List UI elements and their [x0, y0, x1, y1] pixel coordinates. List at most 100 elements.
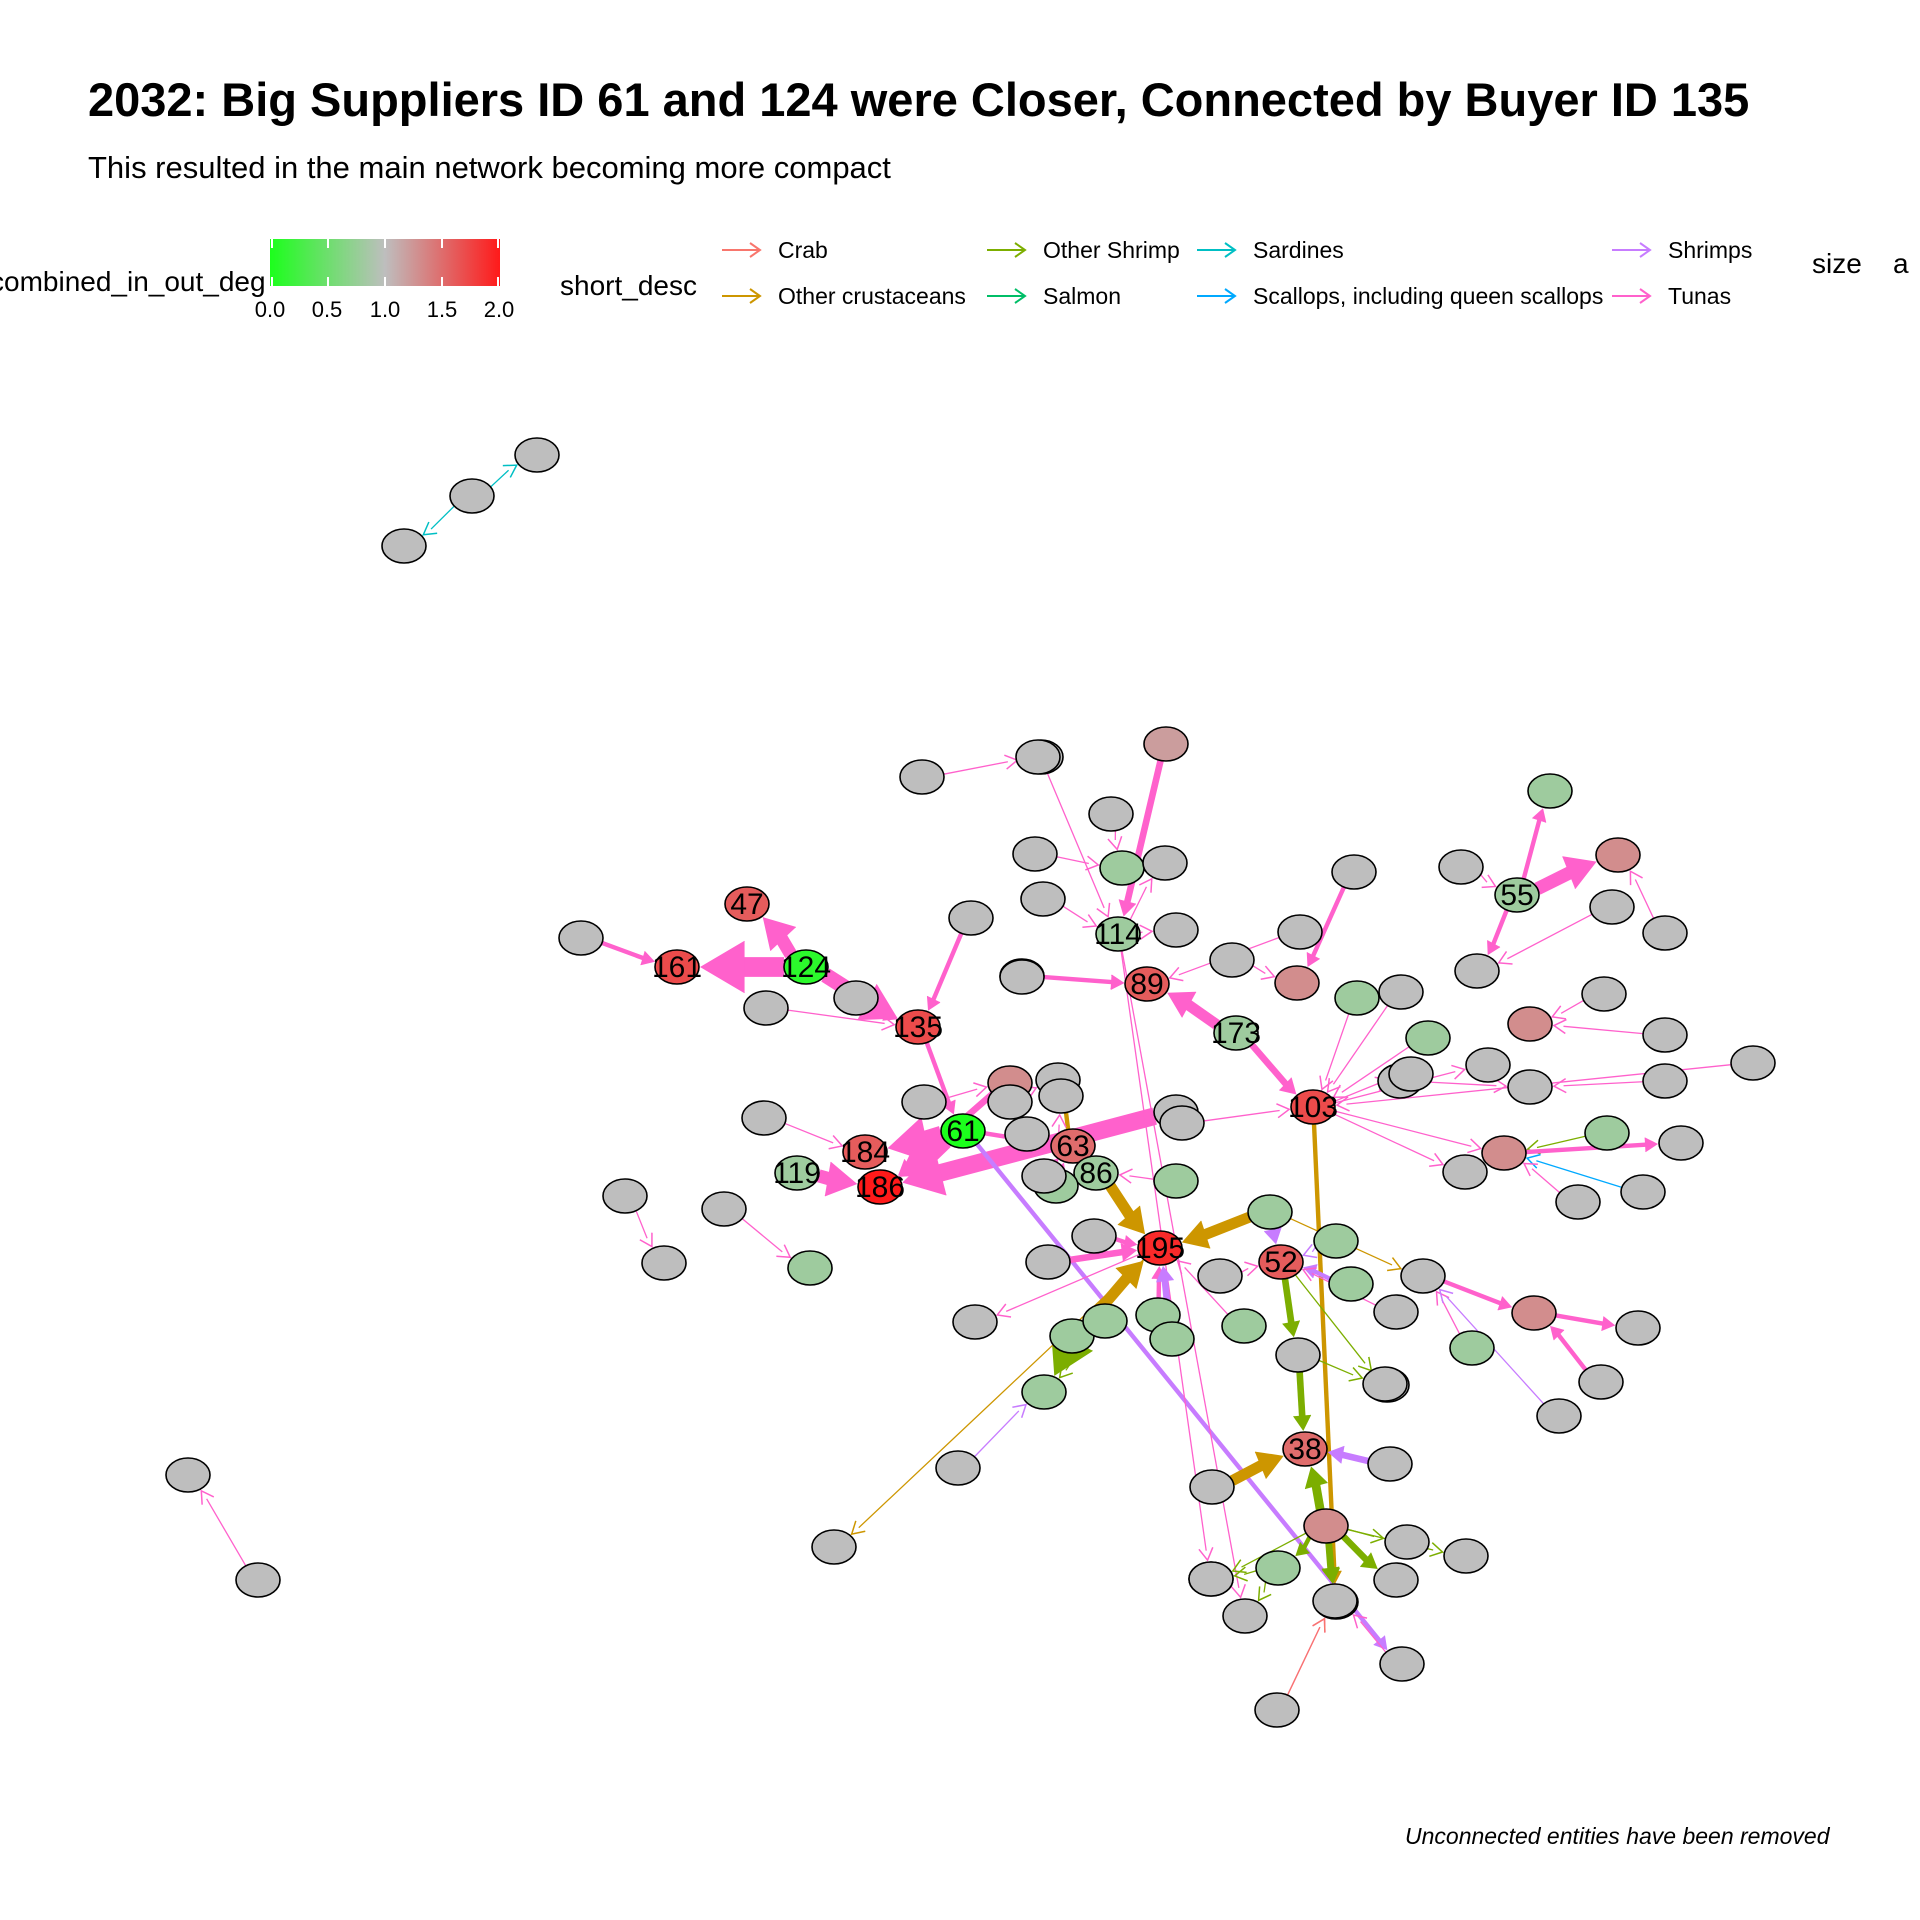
node-a26 [999, 959, 1045, 995]
node-label: 86 [1079, 1157, 1112, 1190]
color-gradient-bar [270, 239, 500, 286]
node-a39 [1581, 976, 1627, 1012]
node-a1 [558, 920, 604, 956]
edge-a41-a44 [1552, 1018, 1644, 1035]
node-a50 [1620, 1174, 1666, 1210]
node-label: 61 [946, 1115, 979, 1148]
node-a37 [1642, 915, 1688, 951]
edge-a83-a84 [1555, 1313, 1616, 1331]
node-a91 [1189, 1469, 1235, 1505]
edge-124-47 [762, 917, 797, 958]
node-161: 161 [652, 949, 702, 985]
edge-a28-a30 [1252, 965, 1276, 980]
node-a32 [1527, 773, 1573, 809]
node-u1 [381, 528, 427, 564]
edge-a92-a97 [1341, 1534, 1378, 1569]
edge-a36-a33 [1497, 913, 1593, 965]
node-a44 [1507, 1006, 1553, 1042]
node-a53 [1442, 1154, 1488, 1190]
node-61: 61 [940, 1113, 986, 1149]
node-a63 [1153, 1163, 1199, 1199]
edge-a26-89 [1043, 974, 1125, 990]
node-119: 119 [773, 1155, 821, 1191]
node-label: 195 [1135, 1232, 1185, 1265]
node-a35 [1438, 849, 1484, 885]
edge-a55-103 [1332, 1046, 1410, 1098]
node-a99 [1247, 1194, 1293, 1230]
color-tick: 1.5 [426, 297, 458, 322]
node-u4 [165, 1457, 211, 1493]
node-a28 [1209, 942, 1255, 978]
edge-legend-item: Scallops, including queen scallops [1195, 281, 1603, 311]
node-a40 [1334, 980, 1380, 1016]
node-a77 [1197, 1258, 1243, 1294]
edge-a1-161 [601, 940, 655, 966]
node-a95 [1443, 1538, 1489, 1574]
node-a19 [1222, 1598, 1268, 1634]
node-a41 [1642, 1017, 1688, 1053]
legend-arrow-icon [987, 242, 1027, 258]
edge-a48-a45 [1421, 1077, 1508, 1094]
node-u5 [235, 1562, 281, 1598]
node-a90 [1367, 1446, 1413, 1482]
node-label: 103 [1288, 1091, 1338, 1124]
node-a65 [1038, 1078, 1084, 1114]
edge-a92-a96 [1231, 1532, 1307, 1574]
node-a67 [1071, 1218, 1117, 1254]
legend-arrow-icon [1197, 242, 1237, 258]
legend-arrow-icon [1197, 288, 1237, 304]
node-a82 [1400, 1258, 1446, 1294]
edge-a47-a51 [1525, 1137, 1659, 1155]
node-a4 [948, 900, 994, 936]
edge-a35-55 [1480, 874, 1497, 889]
chart-title: 2032: Big Suppliers ID 61 and 124 were C… [88, 73, 1750, 126]
edge-u5-u4 [200, 1489, 247, 1567]
legend-arrow-icon [722, 288, 762, 304]
edge-119-186 [816, 1161, 858, 1197]
edge-legend-item: Sardines [1195, 235, 1344, 265]
edge-legend-item: Crab [720, 235, 828, 265]
node-a45 [1507, 1069, 1553, 1105]
edge-a22-a21 [1056, 855, 1100, 871]
node-a34 [1595, 837, 1641, 873]
node-u2 [449, 478, 495, 514]
edge-legend-label: Tunas [1668, 282, 1732, 309]
node-a92 [1303, 1508, 1349, 1544]
edge-a99-195 [1181, 1212, 1252, 1249]
edge-a38-103 [1326, 1005, 1389, 1094]
node-a23 [1020, 881, 1066, 917]
edge-a90-38 [1327, 1445, 1370, 1465]
legend-arrow-icon [1612, 242, 1652, 258]
edge-legend-item: Shrimps [1610, 235, 1752, 265]
node-86: 86 [1073, 1155, 1119, 1191]
edge-legend-item: Other Shrimp [985, 235, 1180, 265]
node-a64 [987, 1084, 1033, 1120]
node-89: 89 [1124, 966, 1170, 1002]
chart-subtitle: This resulted in the main network becomi… [88, 150, 891, 185]
node-173: 173 [1211, 1015, 1261, 1051]
edge-173-89 [1167, 991, 1220, 1030]
node-124: 124 [781, 949, 831, 985]
node-a29 [1277, 914, 1323, 950]
node-a27 [901, 1084, 947, 1120]
edge-a88-a89 [1318, 1359, 1364, 1382]
node-135: 135 [893, 1009, 943, 1045]
color-tick: 0.5 [311, 297, 343, 322]
node-a38 [1378, 974, 1424, 1010]
legend-arrow-icon [987, 288, 1027, 304]
edge-a74-a72 [974, 1403, 1028, 1458]
node-a36 [1589, 889, 1635, 925]
node-a31 [1331, 854, 1377, 890]
node-a22 [1012, 836, 1058, 872]
edge-a37-a34 [1629, 869, 1655, 919]
node-a89 [1362, 1366, 1408, 1402]
node-a52 [1555, 1184, 1601, 1220]
edge-legend-label: Crab [778, 236, 828, 263]
node-label: 135 [893, 1011, 943, 1044]
edge-a99-52 [1263, 1227, 1282, 1245]
edge-a63-86 [1118, 1168, 1155, 1184]
edge-135-61 [924, 1041, 956, 1115]
node-a33 [1454, 953, 1500, 989]
edge-a88-38 [1293, 1371, 1312, 1432]
node-47: 47 [724, 886, 770, 922]
